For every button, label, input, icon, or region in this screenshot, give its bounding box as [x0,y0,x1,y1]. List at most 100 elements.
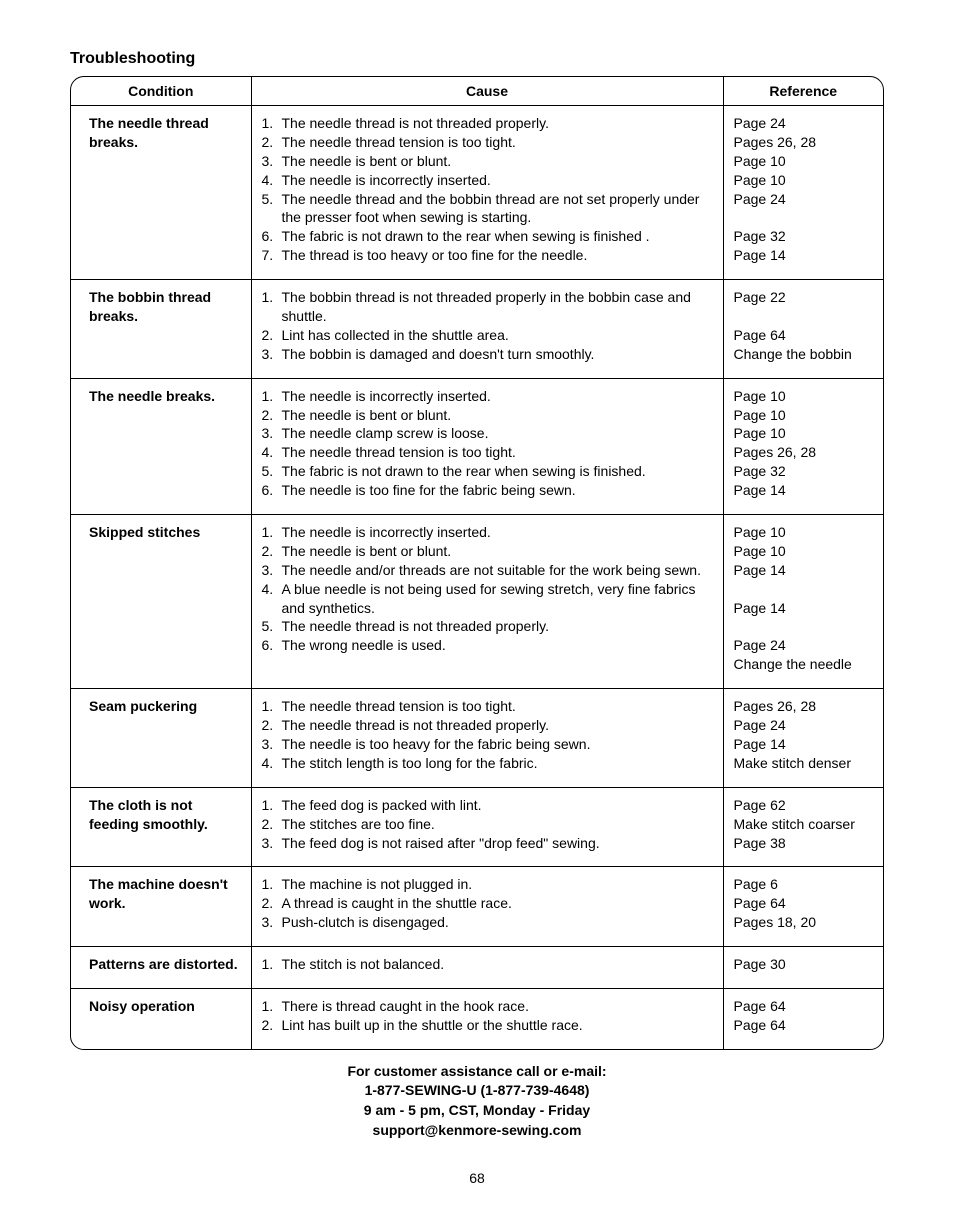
reference-line: Page 14 [734,246,874,265]
cause-item: 2.The stitches are too fine. [262,815,713,834]
col-condition: Condition [71,77,251,106]
cause-number: 1. [262,114,282,133]
cause-number: 3. [262,424,282,443]
condition-cell: Seam puckering [71,689,251,788]
cause-text: The wrong needle is used. [282,636,713,655]
reference-line: Page 38 [734,834,874,853]
cause-number: 3. [262,152,282,171]
cause-number: 3. [262,735,282,754]
table-row: Skipped stitches1.The needle is incorrec… [71,515,883,689]
reference-line: Make stitch coarser [734,815,874,834]
cause-cell: 1.The needle thread tension is too tight… [251,689,723,788]
reference-line: Page 24 [734,190,874,209]
cause-text: The needle is too fine for the fabric be… [282,481,713,500]
reference-line [734,307,874,326]
cause-text: The machine is not plugged in. [282,875,713,894]
table-row: The needle thread breaks. 1.The needle th… [71,106,883,280]
cause-number: 2. [262,1016,282,1035]
cause-number: 2. [262,815,282,834]
cause-item: 6.The needle is too fine for the fabric … [262,481,713,500]
reference-line [734,208,874,227]
cause-number: 1. [262,288,282,326]
cause-number: 5. [262,190,282,228]
cause-item: 3.The needle is too heavy for the fabric… [262,735,713,754]
reference-line: Page 10 [734,542,874,561]
cause-text: The thread is too heavy or too fine for … [282,246,713,265]
cause-number: 7. [262,246,282,265]
cause-number: 1. [262,955,282,974]
cause-item: 1.The feed dog is packed with lint. [262,796,713,815]
condition-cell: Noisy operation [71,988,251,1048]
cause-item: 3.The needle clamp screw is loose. [262,424,713,443]
reference-line: Pages 26, 28 [734,133,874,152]
cause-item: 1.The bobbin thread is not threaded prop… [262,288,713,326]
cause-item: 1.The needle thread is not threaded prop… [262,114,713,133]
cause-text: The stitches are too fine. [282,815,713,834]
cause-item: 2.The needle thread tension is too tight… [262,133,713,152]
cause-number: 3. [262,561,282,580]
cause-text: The needle thread tension is too tight. [282,697,713,716]
cause-cell: 1.The feed dog is packed with lint.2.The… [251,787,723,867]
table-row: The bobbin thread breaks.1.The bobbin th… [71,280,883,379]
cause-item: 1.The machine is not plugged in. [262,875,713,894]
reference-line: Page 10 [734,424,874,443]
condition-cell: The needle breaks. [71,378,251,514]
reference-line: Page 10 [734,387,874,406]
reference-cell: Page 24Pages 26, 28Page 10Page 10Page 24… [723,106,883,280]
condition-cell: Patterns are distorted. [71,947,251,989]
cause-item: 2.The needle is bent or blunt. [262,542,713,561]
condition-cell: The needle thread breaks. [71,106,251,280]
cause-item: 6.The fabric is not drawn to the rear wh… [262,227,713,246]
footer-line: 9 am - 5 pm, CST, Monday - Friday [70,1101,884,1121]
reference-line: Page 32 [734,462,874,481]
cause-item: 2.Lint has collected in the shuttle area… [262,326,713,345]
cause-text: The needle thread is not threaded proper… [282,617,713,636]
cause-number: 4. [262,754,282,773]
cause-item: 2.Lint has built up in the shuttle or th… [262,1016,713,1035]
cause-item: 3.The feed dog is not raised after "drop… [262,834,713,853]
reference-line: Pages 26, 28 [734,443,874,462]
cause-number: 2. [262,133,282,152]
cause-number: 6. [262,481,282,500]
cause-item: 5.The needle thread is not threaded prop… [262,617,713,636]
cause-number: 1. [262,796,282,815]
condition-cell: The machine doesn't work. [71,867,251,947]
cause-item: 3.Push-clutch is disengaged. [262,913,713,932]
cause-cell: 1.The needle thread is not threaded prop… [251,106,723,280]
cause-text: The needle is bent or blunt. [282,542,713,561]
troubleshooting-table: Condition Cause Reference The needle thr… [71,77,883,1049]
cause-item: 1.The needle is incorrectly inserted. [262,387,713,406]
cause-item: 5.The fabric is not drawn to the rear wh… [262,462,713,481]
table-row: The machine doesn't work. 1.The machine i… [71,867,883,947]
cause-text: A blue needle is not being used for sewi… [282,580,713,618]
cause-number: 2. [262,542,282,561]
reference-line [734,580,874,599]
footer-line: For customer assistance call or e-mail: [70,1062,884,1082]
cause-text: The needle thread is not threaded proper… [282,114,713,133]
table-row: Seam puckering1.The needle thread tensio… [71,689,883,788]
reference-line: Page 22 [734,288,874,307]
reference-line: Page 24 [734,636,874,655]
cause-item: 2.A thread is caught in the shuttle race… [262,894,713,913]
reference-line [734,617,874,636]
cause-cell: 1.The needle is incorrectly inserted.2.T… [251,378,723,514]
cause-item: 4.The stitch length is too long for the … [262,754,713,773]
reference-cell: Page 30 [723,947,883,989]
cause-item: 5.The needle thread and the bobbin threa… [262,190,713,228]
table-row: Patterns are distorted.1.The stitch is n… [71,947,883,989]
cause-number: 5. [262,617,282,636]
reference-cell: Pages 26, 28Page 24Page 14Make stitch de… [723,689,883,788]
footer-line: support@kenmore-sewing.com [70,1121,884,1141]
reference-cell: Page 64Page 64 [723,988,883,1048]
cause-cell: 1.The needle is incorrectly inserted.2.T… [251,515,723,689]
cause-item: 3.The needle and/or threads are not suit… [262,561,713,580]
cause-number: 3. [262,345,282,364]
reference-line: Page 14 [734,561,874,580]
col-reference: Reference [723,77,883,106]
troubleshooting-table-wrap: Condition Cause Reference The needle thr… [70,76,884,1050]
cause-text: The needle thread tension is too tight. [282,443,713,462]
cause-text: The needle and/or threads are not suitab… [282,561,713,580]
cause-cell: 1.There is thread caught in the hook rac… [251,988,723,1048]
cause-text: There is thread caught in the hook race. [282,997,713,1016]
cause-number: 1. [262,523,282,542]
